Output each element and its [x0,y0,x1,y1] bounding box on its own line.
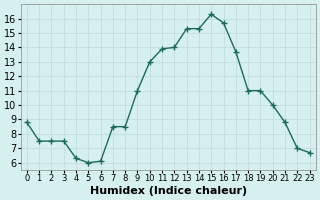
X-axis label: Humidex (Indice chaleur): Humidex (Indice chaleur) [90,186,247,196]
